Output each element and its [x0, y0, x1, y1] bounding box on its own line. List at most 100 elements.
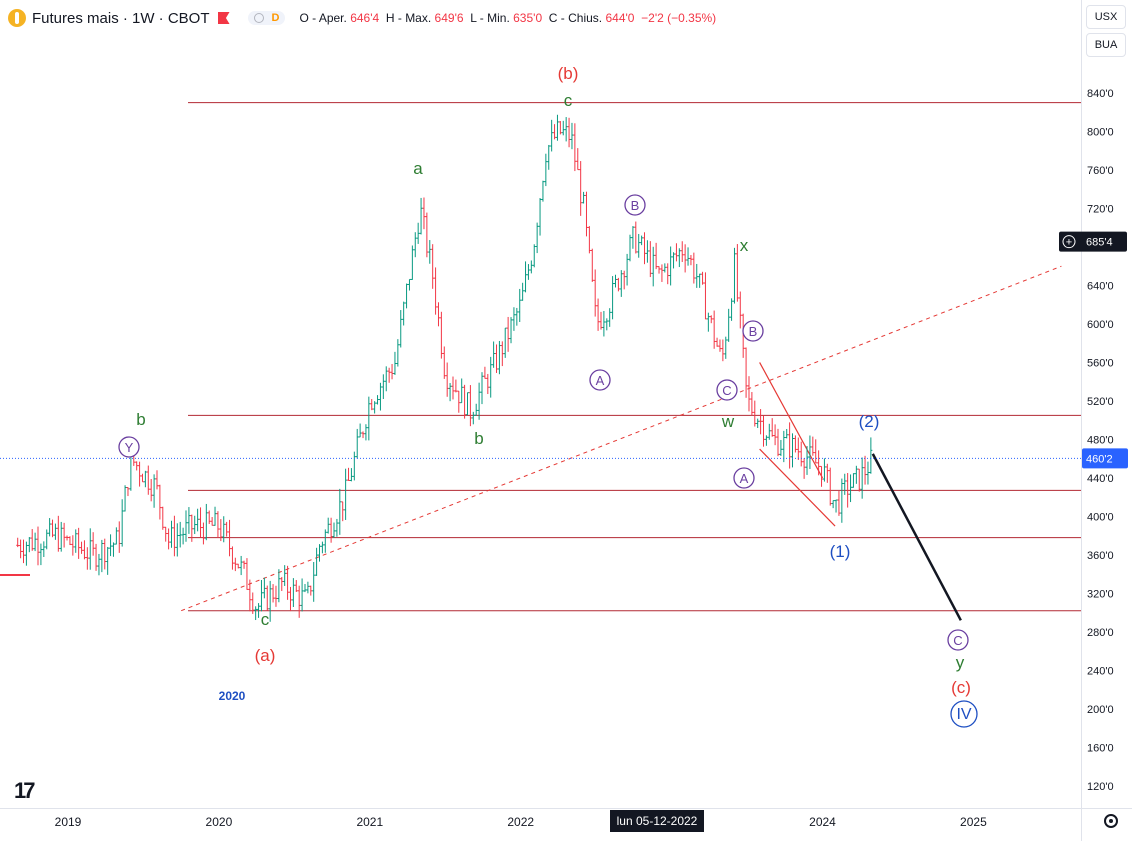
candle: [605, 318, 609, 331]
settings-gear-icon[interactable]: [1104, 814, 1118, 828]
candle: [228, 519, 232, 557]
candle: [457, 390, 461, 413]
candle: [851, 473, 855, 488]
candle: [541, 180, 545, 202]
candle: [553, 124, 557, 140]
price-tick: 800'0: [1087, 126, 1114, 138]
candle: [660, 264, 664, 282]
candle: [767, 423, 771, 440]
candle: [715, 337, 719, 347]
candle: [347, 467, 351, 481]
candle: [643, 232, 647, 265]
candle: [190, 514, 194, 542]
price-tick: 280'0: [1087, 627, 1114, 639]
price-tick: 720'0: [1087, 203, 1114, 215]
candle: [495, 344, 499, 373]
candle: [570, 122, 574, 150]
candle: [518, 288, 522, 322]
low-label: L - Min.: [470, 11, 510, 25]
candle: [286, 565, 290, 600]
candle: [860, 457, 864, 499]
high-label: H - Max.: [385, 11, 432, 25]
candle: [825, 463, 829, 483]
candle: [245, 558, 249, 590]
wave-label: 2020: [219, 689, 246, 703]
candle: [51, 519, 55, 538]
close-label: C - Chius.: [548, 11, 603, 25]
candle: [364, 424, 368, 441]
candle: [622, 270, 626, 290]
dashed-trendline: [180, 265, 1062, 612]
currency-button[interactable]: USX: [1086, 5, 1126, 29]
plus-icon-glyph: +: [1066, 237, 1072, 249]
tradingview-logo[interactable]: 17: [14, 778, 36, 803]
candle: [390, 363, 394, 380]
candle: [544, 153, 548, 187]
candle: [677, 248, 681, 268]
candle: [367, 396, 371, 441]
candle: [283, 565, 287, 586]
symbol-logo-icon: [8, 9, 26, 27]
candle: [555, 114, 559, 141]
candle: [167, 528, 171, 550]
wave-label: y: [956, 653, 965, 672]
chart-legend: Futures mais · 1W · CBOT D O - Aper. 646…: [8, 6, 716, 30]
candle: [71, 535, 75, 556]
candle: [114, 527, 118, 545]
candle: [619, 270, 623, 297]
candle: [724, 336, 728, 359]
candle: [692, 252, 696, 284]
wave-circle: [950, 700, 978, 728]
wave-label: B: [631, 198, 640, 213]
wave-circle: [624, 194, 646, 216]
candle: [683, 244, 687, 273]
chart-title[interactable]: Futures mais · 1W · CBOT: [32, 9, 210, 27]
candle: [436, 302, 440, 327]
price-tick: 600'0: [1087, 319, 1114, 331]
candle: [500, 341, 504, 367]
candle: [738, 291, 742, 329]
data-source-pill[interactable]: D: [247, 11, 286, 25]
price-tick: 560'0: [1087, 357, 1114, 369]
candle: [567, 117, 571, 148]
crosshair-price-label: 685'4: [1086, 237, 1113, 249]
candle: [88, 528, 92, 570]
candle: [111, 542, 115, 557]
candle: [300, 578, 304, 612]
candle: [648, 241, 652, 278]
candle: [442, 346, 446, 379]
candle: [463, 384, 467, 419]
candle: [178, 521, 182, 548]
candle: [869, 437, 873, 474]
candle: [512, 307, 516, 331]
candle: [22, 539, 26, 564]
candle: [451, 376, 455, 400]
candle: [613, 274, 617, 288]
candle: [85, 547, 89, 570]
candle: [782, 430, 786, 463]
plus-icon: [1062, 235, 1076, 249]
candle: [175, 523, 179, 557]
wave-label: a: [413, 159, 423, 178]
candle: [100, 539, 104, 573]
candle: [338, 488, 342, 535]
wave-label: A: [740, 471, 749, 486]
time-tick: 2019: [55, 815, 82, 829]
candle: [352, 451, 356, 481]
candle: [384, 366, 388, 392]
candle: [402, 301, 406, 326]
candles-group: [16, 114, 873, 622]
flag-icon[interactable]: [217, 12, 230, 24]
candle: [698, 273, 702, 288]
time-tick: 2022: [507, 815, 534, 829]
crosshair-date-label: lun 05-12-2022: [610, 810, 704, 832]
candle: [196, 508, 200, 532]
unit-button[interactable]: BUA: [1086, 33, 1126, 57]
candle: [320, 541, 324, 554]
close-value: 644'0: [605, 11, 635, 25]
candle: [640, 235, 644, 246]
candle: [814, 439, 818, 464]
candle: [358, 423, 362, 438]
candle: [97, 553, 101, 576]
